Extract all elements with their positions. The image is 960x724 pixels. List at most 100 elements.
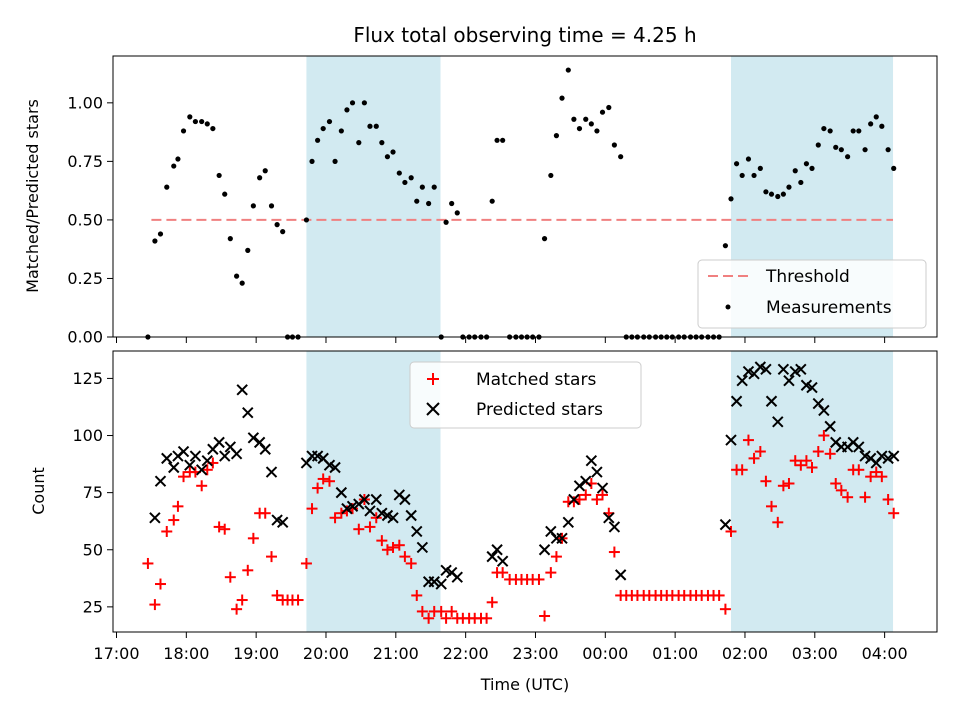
measurement-point: [274, 222, 280, 228]
measurement-point: [239, 280, 245, 286]
measurement-point: [157, 231, 164, 237]
matched-star-point: [168, 514, 180, 526]
measurement-point: [856, 128, 862, 134]
matched-star-point: [766, 500, 778, 512]
predicted-star-point: [358, 493, 371, 506]
matched-star-point: [876, 471, 888, 483]
measurement-point: [309, 158, 315, 164]
matched-star-point: [300, 557, 312, 569]
measurement-point: [594, 128, 600, 134]
measurement-point: [396, 170, 402, 176]
matched-star-point: [236, 594, 248, 606]
matched-star-point: [806, 462, 818, 474]
predicted-star-point: [370, 493, 382, 506]
measurement-point: [379, 140, 385, 146]
matched-star-point: [154, 578, 166, 590]
matched-star-point: [760, 475, 772, 487]
measurement-point: [873, 114, 879, 120]
measurement-point: [879, 123, 885, 129]
matched-star-point: [772, 516, 784, 528]
measurement-point: [152, 238, 158, 244]
measurement-point: [548, 172, 554, 179]
measurement-point: [553, 133, 560, 139]
measurement-point: [618, 154, 624, 160]
measurement-point: [257, 175, 263, 181]
predicted-star-point: [161, 452, 173, 465]
matched-star-point: [824, 448, 836, 460]
y-tick-label: 0.25: [67, 269, 103, 288]
x-tick-label: 00:00: [582, 644, 628, 663]
matched-star-point: [800, 455, 812, 467]
measurement-point: [845, 154, 851, 160]
measurement-point: [891, 165, 897, 171]
predicted-star-point: [230, 448, 243, 460]
matched-star-point: [580, 489, 592, 501]
measurement-point: [419, 184, 425, 190]
measurement-point: [320, 125, 326, 132]
matched-star-point: [142, 557, 154, 569]
predicted-star-point: [247, 432, 260, 444]
predicted-star-point: [568, 493, 580, 506]
matched-star-point: [224, 571, 236, 583]
measurement-point: [722, 243, 729, 249]
matched-star-point: [481, 612, 493, 624]
measurement-point: [454, 210, 460, 216]
top-legend: Threshold Measurements: [697, 259, 927, 329]
measurement-point: [373, 123, 379, 129]
measurement-point: [175, 156, 181, 162]
matched-star-point: [440, 612, 452, 624]
measurement-point: [390, 149, 396, 155]
bottom-panel: 25 50 75 100 125 17:00 18:00 19:00 20:00 21:00 22…: [29, 350, 938, 694]
measurement-point: [222, 191, 228, 197]
predicted-star-point: [736, 374, 748, 387]
measurement-point: [268, 203, 275, 209]
measurement-point: [583, 116, 589, 122]
y-tick-label: 75: [83, 483, 103, 502]
measurement-point: [862, 147, 868, 153]
matched-star-point: [423, 612, 435, 624]
measurement-point: [815, 142, 821, 148]
matched-star-point: [888, 507, 900, 519]
matched-star-point: [882, 493, 894, 505]
shaded-interval-1: [306, 56, 441, 337]
top-legend-box: [697, 259, 927, 329]
predicted-star-point: [195, 464, 208, 476]
measurement-point: [798, 179, 804, 186]
x-tick-label: 22:00: [443, 644, 489, 663]
predicted-star-point: [603, 512, 615, 524]
top-y-axis-label: Matched/Predicted stars: [23, 99, 42, 293]
bottom-x-axis-label: Time (UTC): [480, 675, 569, 694]
measurement-point: [500, 137, 506, 143]
x-tick-label: 23:00: [512, 644, 558, 663]
measurement-point: [384, 154, 391, 160]
matched-star-point: [178, 471, 190, 483]
measurement-point: [792, 168, 798, 174]
matched-star-point: [725, 525, 737, 537]
matched-star-point: [859, 491, 871, 503]
measurement-point: [262, 168, 268, 174]
measurement-point: [809, 165, 815, 171]
predicted-star-point: [765, 395, 778, 407]
matched-star-point: [312, 482, 324, 494]
measurement-point: [443, 219, 449, 225]
matched-star-point: [742, 434, 754, 446]
measurement-point: [187, 114, 193, 120]
measurement-point: [199, 118, 205, 125]
predicted-star-point: [149, 512, 161, 524]
predicted-star-point: [853, 441, 865, 453]
predicted-star-point: [189, 450, 202, 462]
predicted-star-point: [486, 550, 498, 563]
matched-star-point: [323, 475, 335, 487]
x-tick-label: 03:00: [792, 644, 838, 663]
measurement-point: [599, 109, 606, 115]
predicted-star-point: [496, 555, 509, 567]
bottom-y-axis-label: Count: [29, 467, 48, 515]
predicted-star-point: [236, 384, 248, 396]
matched-star-point: [573, 493, 585, 505]
predicted-star-point: [777, 363, 790, 375]
predicted-star-point: [760, 363, 772, 375]
matched-star-point: [411, 589, 423, 601]
bottom-legend-box: [409, 361, 642, 429]
matched-star-point: [777, 480, 789, 492]
measurement-point: [494, 137, 500, 143]
